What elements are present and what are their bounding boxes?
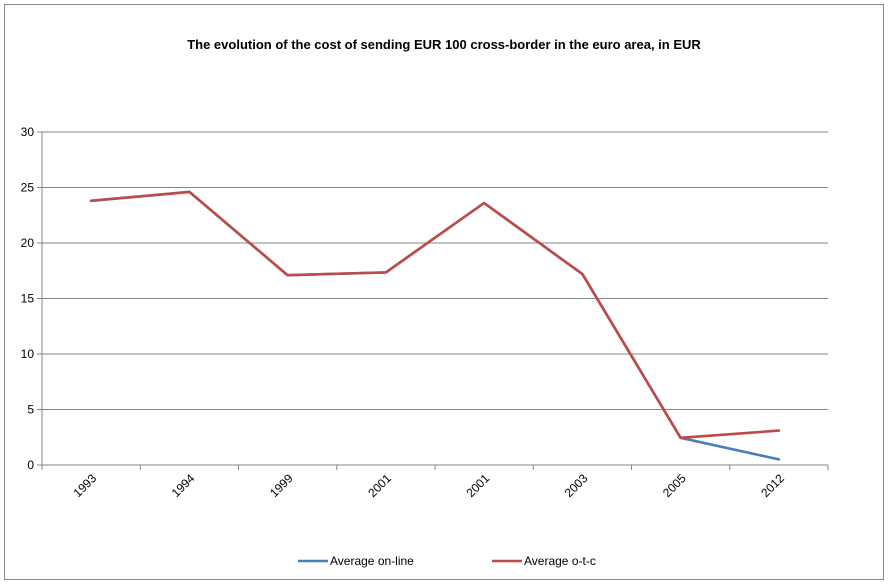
series-line-0 <box>89 190 781 461</box>
x-tick-label: 1994 <box>169 471 198 500</box>
y-tick-label: 25 <box>21 181 35 195</box>
y-tick-label: 30 <box>21 125 35 139</box>
line-chart: The evolution of the cost of sending EUR… <box>21 37 829 568</box>
x-tick-label: 2003 <box>562 471 591 500</box>
x-tick-label: 2001 <box>463 471 492 500</box>
y-tick-label: 0 <box>27 458 34 472</box>
series-line-1 <box>89 190 781 440</box>
legend-label: Average o-t-c <box>524 554 596 568</box>
x-tick-label: 2005 <box>660 471 689 500</box>
x-tick-label: 1999 <box>267 471 296 500</box>
chart-title: The evolution of the cost of sending EUR… <box>187 37 701 52</box>
y-tick-label: 20 <box>21 236 35 250</box>
y-tick-label: 15 <box>21 292 35 306</box>
legend-label: Average on-line <box>330 554 414 568</box>
y-tick-label: 5 <box>27 403 34 417</box>
chart-frame: The evolution of the cost of sending EUR… <box>4 4 884 580</box>
x-tick-label: 2012 <box>758 471 787 500</box>
x-tick-label: 1993 <box>70 471 99 500</box>
y-tick-label: 10 <box>21 347 35 361</box>
x-tick-label: 2001 <box>365 471 394 500</box>
